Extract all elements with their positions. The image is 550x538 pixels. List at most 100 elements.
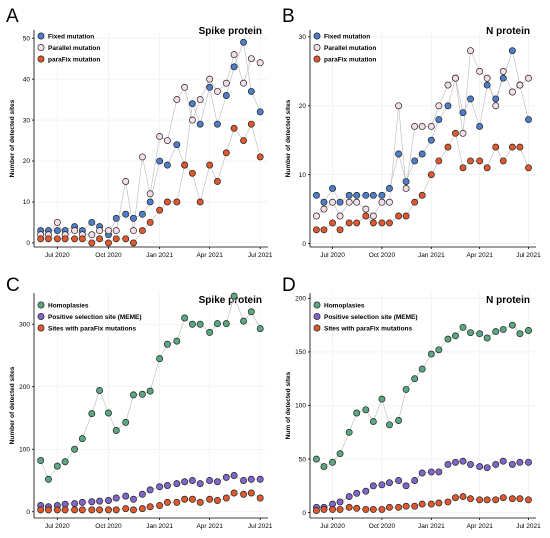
data-point	[483, 74, 491, 82]
data-point	[78, 506, 86, 514]
data-point	[378, 505, 386, 513]
data-point	[222, 494, 230, 502]
x-tick-label: Jul 2021	[248, 523, 273, 530]
data-point	[336, 498, 344, 506]
data-point	[476, 122, 484, 130]
data-point	[247, 308, 255, 316]
data-point	[427, 122, 435, 130]
data-point	[146, 387, 154, 395]
data-point	[173, 141, 181, 149]
series-line-0	[316, 324, 529, 467]
data-point	[196, 498, 204, 506]
data-point	[247, 87, 255, 95]
data-point	[427, 171, 435, 179]
data-point	[256, 325, 264, 333]
data-point	[130, 495, 137, 503]
data-point	[362, 406, 370, 414]
data-point	[146, 486, 154, 494]
x-tick-label: Jul 2021	[248, 252, 273, 259]
data-point	[499, 457, 507, 465]
data-point	[435, 157, 443, 165]
legend-label: Positive selection site (MEME)	[48, 314, 142, 321]
data-point	[112, 506, 120, 514]
panel-c: C 0 100 200 300 Jul 2020 Oct 2020 Jan 2021 Apr 2…	[6, 275, 273, 530]
legend-marker	[37, 32, 45, 40]
data-point	[78, 235, 86, 243]
data-point	[96, 497, 104, 505]
data-point	[411, 477, 419, 484]
data-point	[427, 500, 435, 508]
data-point	[452, 129, 459, 137]
data-point	[188, 320, 196, 328]
data-point	[163, 340, 171, 348]
data-point	[508, 460, 516, 468]
data-point	[206, 328, 214, 336]
data-point	[492, 102, 500, 110]
data-point	[181, 161, 189, 169]
y-tick-label: 30	[23, 117, 31, 124]
data-point	[378, 191, 386, 199]
data-point	[53, 506, 61, 514]
x-tick-label: Jul 2021	[516, 523, 541, 530]
data-point	[362, 205, 370, 213]
data-point	[336, 226, 344, 234]
data-point	[385, 479, 393, 487]
data-point	[411, 375, 419, 383]
panel-label: C	[6, 275, 20, 296]
data-point	[78, 498, 86, 506]
data-point	[105, 409, 112, 417]
data-point	[353, 191, 361, 199]
y-tick-label: 0	[302, 510, 306, 517]
data-point	[163, 198, 171, 206]
data-point	[320, 198, 328, 206]
data-point	[369, 212, 377, 220]
data-point	[53, 235, 61, 243]
data-point	[71, 506, 79, 514]
data-point	[122, 492, 130, 500]
data-point	[71, 500, 79, 508]
data-point	[156, 355, 164, 363]
y-tick-label: 20	[299, 103, 307, 110]
data-point	[256, 494, 264, 502]
legend-marker	[37, 301, 45, 309]
data-point	[483, 464, 491, 472]
data-point	[516, 81, 524, 89]
y-tick-label: 50	[299, 456, 307, 463]
data-point	[452, 332, 459, 340]
y-tick-label: 40	[23, 76, 31, 83]
data-point	[329, 458, 336, 466]
panel-label: A	[6, 6, 19, 27]
data-point	[138, 505, 146, 513]
data-point	[411, 198, 419, 206]
data-point	[222, 79, 230, 87]
legend-label: Parallel mutation	[324, 45, 376, 52]
y-tick-label: 200	[295, 296, 306, 303]
data-point	[206, 495, 214, 503]
data-point	[45, 506, 52, 514]
data-point	[483, 334, 491, 342]
x-tick-label: Jan 2021	[146, 523, 173, 530]
legend-marker	[313, 324, 321, 332]
data-point	[206, 75, 214, 83]
x-tick-label: Jul 2020	[320, 523, 345, 530]
data-point	[467, 329, 474, 337]
data-point	[395, 102, 403, 110]
data-point	[247, 489, 255, 497]
data-point	[196, 320, 204, 328]
data-point	[525, 327, 532, 334]
data-point	[112, 427, 120, 434]
data-point	[240, 38, 247, 46]
data-point	[88, 410, 96, 418]
x-tick-label: Jul 2021	[516, 252, 541, 259]
legend-marker	[313, 32, 321, 40]
data-point	[312, 507, 320, 514]
data-point	[492, 95, 500, 103]
data-point	[173, 198, 181, 206]
data-point	[508, 88, 516, 96]
data-point	[312, 191, 320, 199]
data-point	[385, 184, 393, 192]
y-axis-title: Number of detected sites	[9, 366, 16, 444]
panel-label: B	[282, 6, 295, 27]
data-point	[312, 212, 320, 220]
